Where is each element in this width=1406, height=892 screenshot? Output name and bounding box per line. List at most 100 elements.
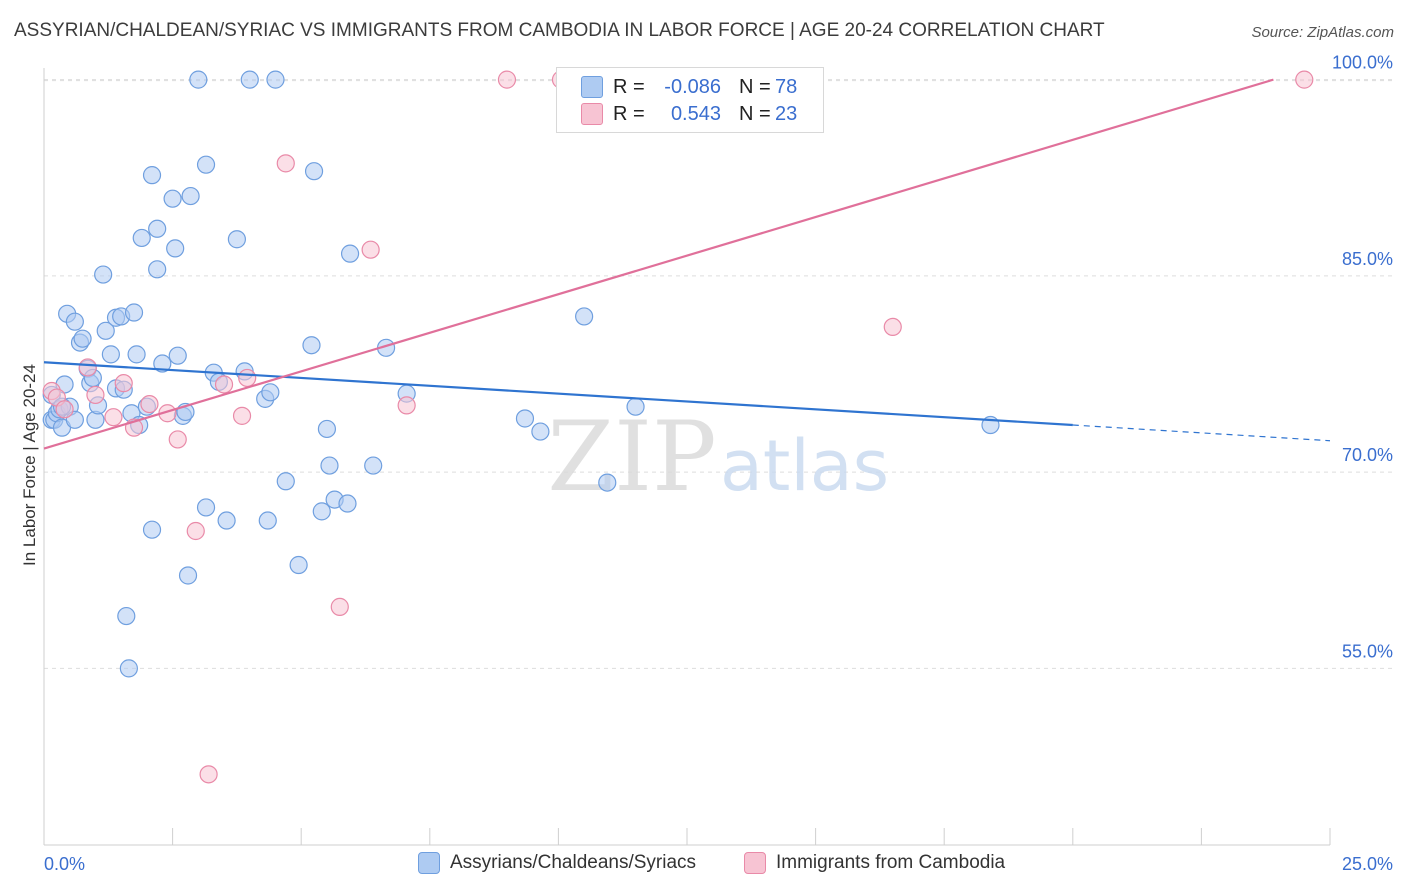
legend-swatch-blue [418, 852, 440, 874]
point-cambodia [883, 317, 902, 336]
point-assyrians [598, 473, 617, 492]
axes [43, 68, 1331, 846]
point-assyrians [196, 155, 216, 174]
point-assyrians [101, 345, 120, 364]
point-assyrians [65, 312, 84, 331]
point-assyrians [227, 230, 246, 249]
point-assyrians [163, 189, 182, 208]
point-assyrians [317, 419, 337, 439]
tick-labels: 55.0% 70.0% 85.0% 100.0% 0.0% 25.0% [44, 53, 1393, 874]
point-assyrians [320, 456, 339, 475]
legend-n-label: N = [739, 75, 771, 98]
point-assyrians [304, 162, 324, 181]
correlation-legend: R = -0.086 N = 78 R = 0.543 N = 23 [556, 67, 824, 133]
point-assyrians [575, 307, 594, 326]
point-assyrians [94, 265, 113, 284]
legend-swatch-pink [581, 103, 603, 125]
point-assyrians [189, 70, 208, 89]
legend-r-value: 0.543 [670, 102, 721, 125]
legend-row-cambodia: R = 0.543 N = 23 [581, 101, 797, 127]
point-assyrians [258, 511, 277, 530]
legend-r-label: R = [613, 75, 645, 98]
y-tick-label: 55.0% [1342, 641, 1393, 661]
point-assyrians [196, 498, 216, 517]
watermark: ZIP atlas [547, 401, 889, 513]
point-assyrians [142, 520, 162, 539]
point-assyrians [181, 186, 200, 206]
point-cambodia [78, 358, 97, 377]
point-assyrians [178, 566, 198, 585]
trend-line-cambodia [43, 78, 1274, 450]
point-cambodia [55, 400, 74, 419]
point-cambodia [214, 375, 234, 394]
trend-lines [43, 78, 1331, 450]
point-assyrians [117, 606, 136, 626]
point-assyrians [340, 244, 360, 263]
point-assyrians [168, 346, 187, 365]
point-cambodia [497, 70, 517, 89]
legend-swatch-pink [744, 852, 766, 874]
y-tick-label: 100.0% [1332, 53, 1393, 73]
legend-item-cambodia[interactable]: Immigrants from Cambodia [744, 852, 1005, 874]
point-assyrians [119, 659, 138, 678]
point-assyrians [166, 239, 185, 258]
point-assyrians [124, 303, 144, 322]
point-assyrians [364, 456, 383, 475]
point-cambodia [168, 430, 187, 449]
legend-item-assyrians[interactable]: Assyrians/Chaldeans/Syriacs [418, 852, 696, 874]
legend-item-label: Assyrians/Chaldeans/Syriacs [450, 852, 697, 873]
point-cambodia [232, 406, 252, 425]
point-cambodia [238, 368, 257, 388]
point-cambodia [330, 597, 349, 616]
y-tick-label: 85.0% [1342, 249, 1393, 269]
point-assyrians [515, 409, 535, 428]
point-assyrians [132, 228, 151, 248]
point-assyrians [289, 555, 308, 575]
point-assyrians [531, 422, 550, 441]
point-cambodia [1295, 70, 1314, 89]
trend-line-assyrians [43, 361, 1073, 427]
series-cambodia-points [42, 70, 1314, 784]
point-cambodia [140, 394, 159, 414]
point-cambodia [397, 396, 416, 415]
legend-item-label: Immigrants from Cambodia [776, 852, 1006, 873]
chart-title: ASSYRIAN/CHALDEAN/SYRIAC VS IMMIGRANTS F… [14, 20, 1105, 41]
point-assyrians [276, 472, 295, 491]
point-assyrians [148, 219, 167, 238]
point-assyrians [261, 383, 280, 402]
point-assyrians [312, 502, 331, 521]
legend-n-label: N = [739, 102, 771, 125]
legend-r-label: R = [613, 102, 645, 125]
point-assyrians [302, 336, 321, 355]
point-cambodia [86, 385, 105, 405]
watermark-zip: ZIP [547, 401, 716, 513]
point-assyrians [148, 260, 167, 279]
point-assyrians [240, 70, 259, 89]
point-assyrians [217, 511, 236, 530]
source-label: Source: ZipAtlas.com [1251, 24, 1394, 41]
legend-n-value: 78 [775, 75, 798, 98]
series-assyrians-points [42, 70, 1000, 678]
point-assyrians [73, 329, 92, 348]
point-cambodia [114, 374, 133, 393]
legend-n-value: 23 [775, 102, 798, 125]
point-cambodia [276, 154, 295, 173]
series-legend: Assyrians/Chaldeans/Syriacs Immigrants f… [0, 852, 1406, 878]
watermark-atlas: atlas [720, 425, 889, 507]
y-tick-label: 70.0% [1342, 445, 1393, 465]
point-cambodia [104, 408, 123, 427]
legend-swatch-blue [581, 76, 603, 98]
point-assyrians [266, 70, 285, 89]
point-assyrians [127, 345, 146, 364]
point-assyrians [626, 397, 645, 416]
point-assyrians [142, 166, 162, 185]
point-cambodia [361, 240, 380, 259]
legend-row-assyrians: R = -0.086 N = 78 [581, 74, 797, 100]
legend-r-value: -0.086 [664, 75, 721, 98]
x-tick-label: 25.0% [1342, 854, 1393, 874]
point-assyrians [96, 321, 115, 340]
point-assyrians [338, 494, 357, 513]
point-cambodia [186, 521, 205, 541]
point-assyrians [153, 354, 172, 373]
